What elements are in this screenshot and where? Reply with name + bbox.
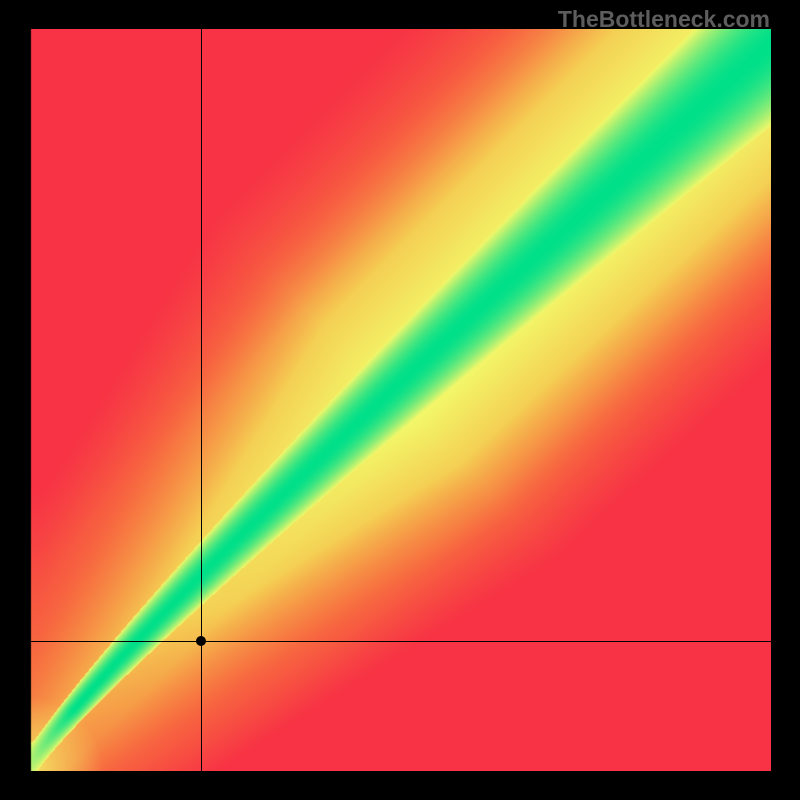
heatmap-canvas <box>29 29 771 771</box>
bottleneck-heatmap <box>29 29 771 771</box>
